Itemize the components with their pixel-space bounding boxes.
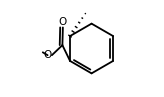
Text: O: O <box>59 16 67 26</box>
Text: O: O <box>43 50 51 60</box>
